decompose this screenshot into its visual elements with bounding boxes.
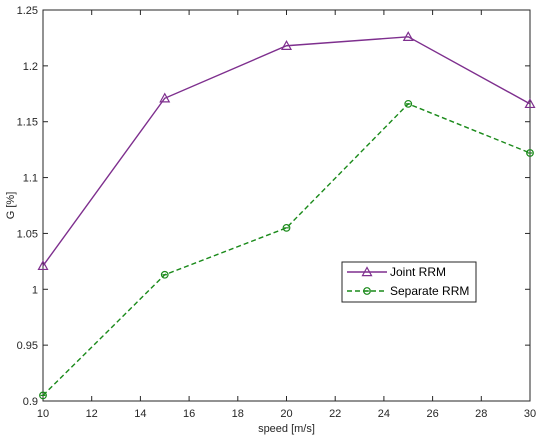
- x-tick-label: 12: [86, 408, 98, 420]
- x-tick-label: 30: [524, 408, 536, 420]
- x-tick-label: 10: [37, 408, 49, 420]
- data-point: [524, 98, 536, 109]
- series-line: [42, 36, 531, 267]
- y-tick-label: 0.95: [17, 340, 38, 352]
- y-tick-label: 1.25: [17, 5, 38, 17]
- data-point: [160, 270, 169, 279]
- data-point: [39, 391, 47, 400]
- x-tick-label: 26: [426, 408, 438, 420]
- x-tick-label: 20: [280, 408, 292, 420]
- legend-label: Joint RRM: [390, 265, 446, 279]
- x-tick-label: 28: [475, 408, 487, 420]
- y-tick-label: 1: [32, 284, 38, 296]
- x-tick-label: 16: [183, 408, 195, 420]
- plot-area: [42, 9, 531, 402]
- legend-label: Separate RRM: [390, 284, 469, 298]
- x-axis-label: speed [m/s]: [258, 423, 315, 435]
- data-point: [282, 223, 291, 232]
- x-tick-label: 24: [378, 408, 390, 420]
- data-point: [37, 260, 49, 271]
- legend-marker: [363, 287, 371, 295]
- series-0: [37, 31, 536, 271]
- x-tick-label: 14: [134, 408, 146, 420]
- series-layer: [37, 31, 536, 400]
- x-tick-label: 22: [329, 408, 341, 420]
- series-1: [39, 99, 534, 400]
- series-line: [42, 103, 531, 396]
- y-tick-label: 1.1: [23, 173, 38, 185]
- data-point: [280, 40, 293, 50]
- legend-marker: [361, 266, 373, 277]
- y-tick-label: 1.15: [17, 117, 38, 129]
- data-point: [402, 31, 414, 42]
- data-point: [526, 149, 534, 157]
- y-axis-label: G [%]: [5, 192, 17, 220]
- y-tick-label: 1.2: [23, 61, 38, 73]
- data-point: [159, 92, 171, 103]
- legend-entry: Separate RRM: [347, 284, 469, 298]
- y-tick-label: 1.05: [17, 228, 38, 240]
- data-point: [404, 99, 413, 108]
- legend: Joint RRM Separate RRM: [341, 261, 477, 303]
- y-tick-label: 0.9: [23, 396, 38, 408]
- legend-box: [341, 261, 477, 303]
- legend-entry: Joint RRM: [347, 265, 446, 279]
- x-tick-label: 18: [232, 408, 244, 420]
- axis-ticks: 10 12 14 16 18 20 22 24 26 28 30 0.9 0.95 1 1.05 1.1 1.1…: [17, 5, 537, 420]
